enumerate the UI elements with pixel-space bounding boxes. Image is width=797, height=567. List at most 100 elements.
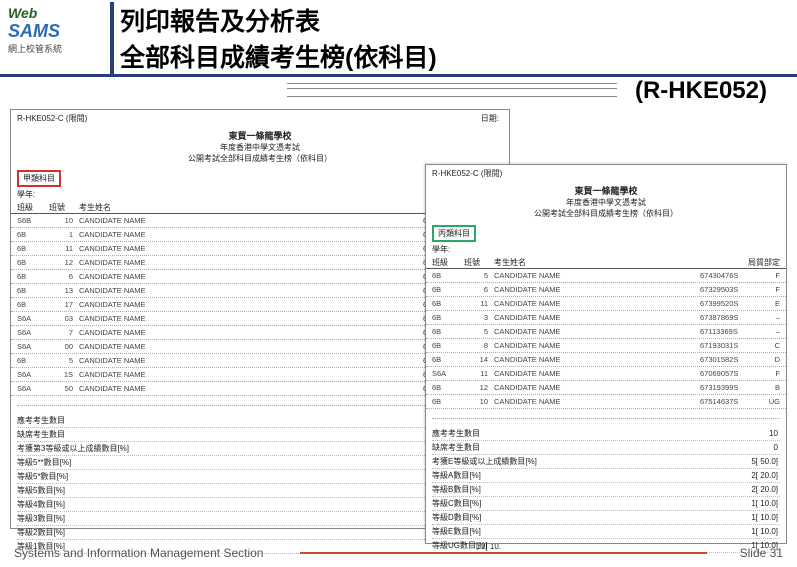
- cell-result: F: [760, 269, 780, 282]
- cell-num: 00: [49, 340, 79, 353]
- stats-row: 等級A數目[%]2[ 20.0]: [432, 469, 780, 483]
- cell-name: CANDIDATE NAME: [494, 353, 700, 366]
- footer-line: [300, 552, 707, 554]
- cell-code: 67113369S: [700, 325, 760, 338]
- stats-row: 缺席考生數目0: [432, 441, 780, 455]
- cell-class: 6B: [17, 284, 49, 297]
- stats-row: 等級B數目[%]2[ 20.0]: [432, 483, 780, 497]
- col-name: 考生姓名: [79, 202, 453, 213]
- col-result-r: 局質部定: [730, 257, 780, 268]
- report-area: R-HKE052-C (限閱) 日期: 東貿一條龍學校 年度香港中學文憑考試 公…: [0, 109, 797, 549]
- stats-label: 等級5**數目[%]: [17, 456, 147, 469]
- cell-class: S6A: [17, 340, 49, 353]
- cell-code: 67387869S: [700, 311, 760, 324]
- cell-class: 6B: [17, 298, 49, 311]
- cols-row-right: 班級 班號 考生姓名 局質部定: [426, 255, 786, 269]
- cell-class: 6B: [432, 269, 464, 282]
- cell-num: 11: [464, 297, 494, 310]
- cell-class: 6B: [17, 242, 49, 255]
- cell-name: CANDIDATE NAME: [79, 368, 423, 381]
- subject-box-left: 甲類科目: [17, 170, 61, 187]
- cell-name: CANDIDATE NAME: [79, 270, 423, 283]
- cell-code: 67329503S: [700, 283, 760, 296]
- logo-web: Web: [8, 5, 108, 21]
- stats-label: 等級3數目[%]: [17, 512, 147, 525]
- cell-num: 5: [464, 269, 494, 282]
- title-block: 列印報告及分析表 全部科目成績考生榜(依科目): [110, 2, 437, 74]
- cell-result: F: [760, 367, 780, 380]
- rpt-exam-right: 年度香港中學文憑考試: [426, 197, 786, 208]
- stats-label: 考獲E等級或以上成績數目[%]: [432, 455, 562, 468]
- right-stats: 應考考生數目10缺席考生數目0考獲E等級或以上成績數目[%]5[ 50.0]等級…: [432, 427, 780, 553]
- rpt-exam-left: 年度香港中學文憑考試: [11, 142, 509, 153]
- stats-label: 等級D數目[%]: [432, 511, 562, 524]
- cell-name: CANDIDATE NAME: [79, 228, 423, 241]
- cell-result: –: [760, 325, 780, 338]
- report-code: (R-HKE052): [627, 77, 767, 105]
- cell-num: 14: [464, 353, 494, 366]
- cell-class: 6B: [432, 381, 464, 394]
- stats-label: 應考考生數目: [432, 427, 562, 440]
- slide-header: Web SAMS 網上校管系統 列印報告及分析表 全部科目成績考生榜(依科目): [0, 0, 797, 77]
- cell-class: 6B: [432, 353, 464, 366]
- cell-class: S6A: [17, 382, 49, 395]
- cell-code: 67069057S: [700, 367, 760, 380]
- stats-row: 等級C數目[%]1[ 10.0]: [432, 497, 780, 511]
- cell-num: 1: [49, 228, 79, 241]
- cell-name: CANDIDATE NAME: [494, 297, 700, 310]
- logo-sams: SAMS: [8, 21, 108, 42]
- stats-label: 等級B數目[%]: [432, 483, 562, 496]
- cell-result: UG: [760, 395, 780, 408]
- rpt-school-left: 東貿一條龍學校: [11, 129, 509, 142]
- table-row: 6B8CANDIDATE NAME67193031SC: [426, 339, 786, 353]
- cell-num: 8: [464, 339, 494, 352]
- rpt-id-left: R-HKE052-C (限閱): [11, 110, 509, 127]
- cell-code: 67193031S: [700, 339, 760, 352]
- cell-num: 1S: [49, 368, 79, 381]
- table-row: 6B3CANDIDATE NAME67387869S–: [426, 311, 786, 325]
- col-class-r: 班級: [432, 257, 464, 268]
- title-line-2: 全部科目成績考生榜(依科目): [120, 38, 437, 74]
- stats-value: 2[ 20.0]: [562, 483, 780, 496]
- cell-class: 6B: [17, 270, 49, 283]
- stats-label: 等級2數目[%]: [17, 526, 147, 539]
- stats-value: 2[ 20.0]: [562, 469, 780, 482]
- cell-num: 10: [49, 214, 79, 227]
- cell-result: C: [760, 339, 780, 352]
- cell-class: 6B: [17, 354, 49, 367]
- cell-name: CANDIDATE NAME: [79, 354, 423, 367]
- cell-name: CANDIDATE NAME: [79, 256, 423, 269]
- cell-num: 6: [464, 283, 494, 296]
- footer-right: Slide 31: [740, 546, 783, 560]
- cell-name: CANDIDATE NAME: [494, 395, 700, 408]
- cell-num: 17: [49, 298, 79, 311]
- cell-name: CANDIDATE NAME: [494, 325, 700, 338]
- cell-name: CANDIDATE NAME: [494, 381, 700, 394]
- cell-name: CANDIDATE NAME: [79, 312, 423, 325]
- stats-row: 等級E數目[%]1[ 10.0]: [432, 525, 780, 539]
- report-right: R-HKE052-C (限閱) 東貿一條龍學校 年度香港中學文憑考試 公開考試全…: [425, 164, 787, 544]
- cell-class: S6A: [17, 312, 49, 325]
- cell-code: 67399520S: [700, 297, 760, 310]
- cell-name: CANDIDATE NAME: [494, 339, 700, 352]
- cell-name: CANDIDATE NAME: [79, 284, 423, 297]
- stats-label: 等級E數目[%]: [432, 525, 562, 538]
- cell-result: –: [760, 311, 780, 324]
- cell-name: CANDIDATE NAME: [79, 298, 423, 311]
- cell-class: 6B: [17, 228, 49, 241]
- subject-box-right: 丙類科目: [432, 225, 476, 242]
- cell-num: 5: [464, 325, 494, 338]
- rpt-date-left: 日期:: [481, 113, 499, 124]
- cell-class: S6A: [17, 326, 49, 339]
- stats-label: 等級C數目[%]: [432, 497, 562, 510]
- rpt-school-right: 東貿一條龍學校: [426, 184, 786, 197]
- cell-class: S6A: [17, 368, 49, 381]
- stats-label: 缺席考生數目: [432, 441, 562, 454]
- cell-result: D: [760, 353, 780, 366]
- stats-row: 應考考生數目10: [432, 427, 780, 441]
- table-row: 6B11CANDIDATE NAME67399520SE: [426, 297, 786, 311]
- right-rows: 6B5CANDIDATE NAME67430476SF6B6CANDIDATE …: [426, 269, 786, 409]
- rpt-subtitle-left: 公開考試全部科目成績考生榜（依科目）: [11, 153, 509, 164]
- cell-name: CANDIDATE NAME: [494, 311, 700, 324]
- cell-name: CANDIDATE NAME: [494, 269, 700, 282]
